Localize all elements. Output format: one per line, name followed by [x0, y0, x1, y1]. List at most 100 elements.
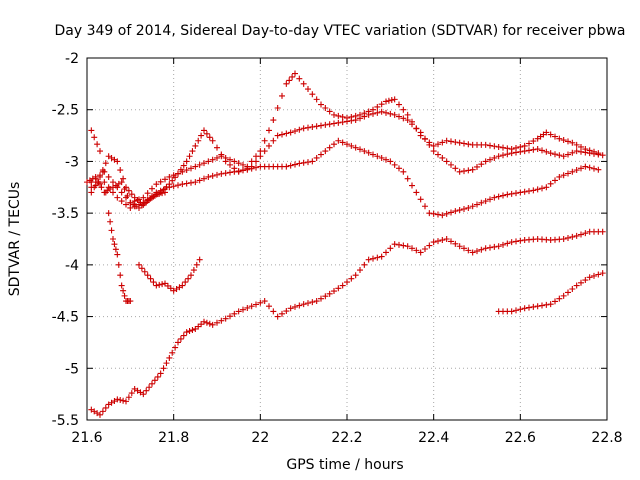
data-point — [193, 261, 200, 268]
data-point — [105, 210, 112, 217]
data-point — [391, 111, 398, 118]
data-point — [124, 192, 131, 199]
data-point — [539, 185, 545, 192]
data-point — [578, 279, 584, 286]
data-point — [98, 184, 105, 191]
data-point — [404, 175, 411, 182]
x-tick-label: 22.4 — [418, 430, 449, 446]
data-point — [172, 344, 179, 351]
data-point — [326, 108, 333, 115]
data-point — [508, 308, 515, 315]
data-point — [482, 158, 489, 165]
data-point — [169, 177, 176, 184]
data-point — [361, 113, 368, 120]
data-point — [582, 163, 589, 170]
data-point — [547, 150, 554, 157]
data-point — [261, 298, 268, 305]
data-point — [201, 160, 207, 167]
data-point — [318, 101, 324, 108]
data-point — [578, 231, 584, 238]
data-point — [504, 145, 511, 152]
data-point — [227, 156, 233, 163]
data-point — [144, 190, 151, 197]
data-point — [582, 230, 589, 237]
data-point — [526, 304, 532, 311]
data-point — [500, 152, 506, 159]
data-point — [318, 151, 324, 158]
data-point — [578, 148, 584, 155]
data-point — [361, 148, 368, 155]
data-point — [253, 301, 259, 308]
data-point — [149, 185, 155, 192]
data-point — [478, 161, 485, 168]
data-point — [513, 190, 519, 197]
data-point — [326, 144, 333, 151]
data-point — [114, 396, 121, 403]
data-point — [206, 134, 213, 141]
data-point — [456, 139, 463, 146]
data-point — [156, 281, 163, 288]
data-point — [300, 125, 307, 132]
data-point — [153, 282, 160, 289]
data-point — [292, 303, 298, 310]
data-point — [552, 151, 558, 158]
data-point — [253, 164, 259, 171]
data-point — [569, 149, 576, 156]
data-point — [274, 132, 281, 139]
data-point — [591, 165, 597, 172]
data-point — [188, 179, 194, 186]
data-point — [560, 137, 567, 144]
chart-title: Day 349 of 2014, Sidereal Day-to-day VTE… — [54, 23, 625, 39]
data-point — [274, 104, 281, 111]
data-point — [400, 168, 407, 175]
x-tick-label: 21.8 — [158, 430, 189, 446]
data-point — [409, 182, 415, 189]
data-point — [218, 170, 225, 177]
data-point — [201, 318, 207, 325]
data-point — [88, 189, 95, 196]
data-point — [361, 261, 368, 268]
data-point — [491, 154, 498, 161]
data-point — [539, 302, 545, 309]
data-point — [513, 307, 519, 314]
data-point — [192, 163, 199, 170]
data-point — [370, 110, 376, 117]
data-point — [374, 103, 381, 110]
data-point — [88, 127, 95, 134]
data-point — [530, 146, 537, 153]
data-point — [300, 80, 307, 87]
data-point — [253, 158, 259, 165]
data-point — [456, 207, 463, 214]
data-point — [478, 246, 485, 253]
data-point — [374, 153, 381, 160]
data-point — [149, 192, 155, 199]
data-point — [430, 210, 437, 217]
data-point — [491, 194, 498, 201]
data-point — [162, 189, 168, 196]
data-point — [582, 149, 589, 156]
data-point — [118, 198, 125, 205]
data-point — [461, 206, 467, 213]
data-point — [569, 168, 576, 175]
data-point — [573, 232, 580, 239]
data-point — [292, 128, 298, 135]
data-point — [144, 272, 151, 279]
data-point — [326, 290, 333, 297]
data-point — [565, 138, 571, 145]
data-point — [91, 134, 98, 141]
data-point — [141, 268, 148, 275]
data-point — [521, 148, 528, 155]
data-point — [292, 161, 298, 168]
data-point — [166, 354, 173, 361]
data-point — [153, 181, 160, 188]
data-point — [101, 179, 108, 186]
data-point — [153, 191, 160, 198]
data-point — [270, 308, 277, 315]
data-point — [95, 179, 102, 186]
data-point — [196, 161, 203, 168]
data-points — [84, 70, 606, 418]
data-point — [183, 180, 190, 187]
y-axis-title: SDTVAR / TECUs — [7, 182, 23, 297]
data-point — [149, 380, 155, 387]
data-point — [231, 158, 238, 165]
